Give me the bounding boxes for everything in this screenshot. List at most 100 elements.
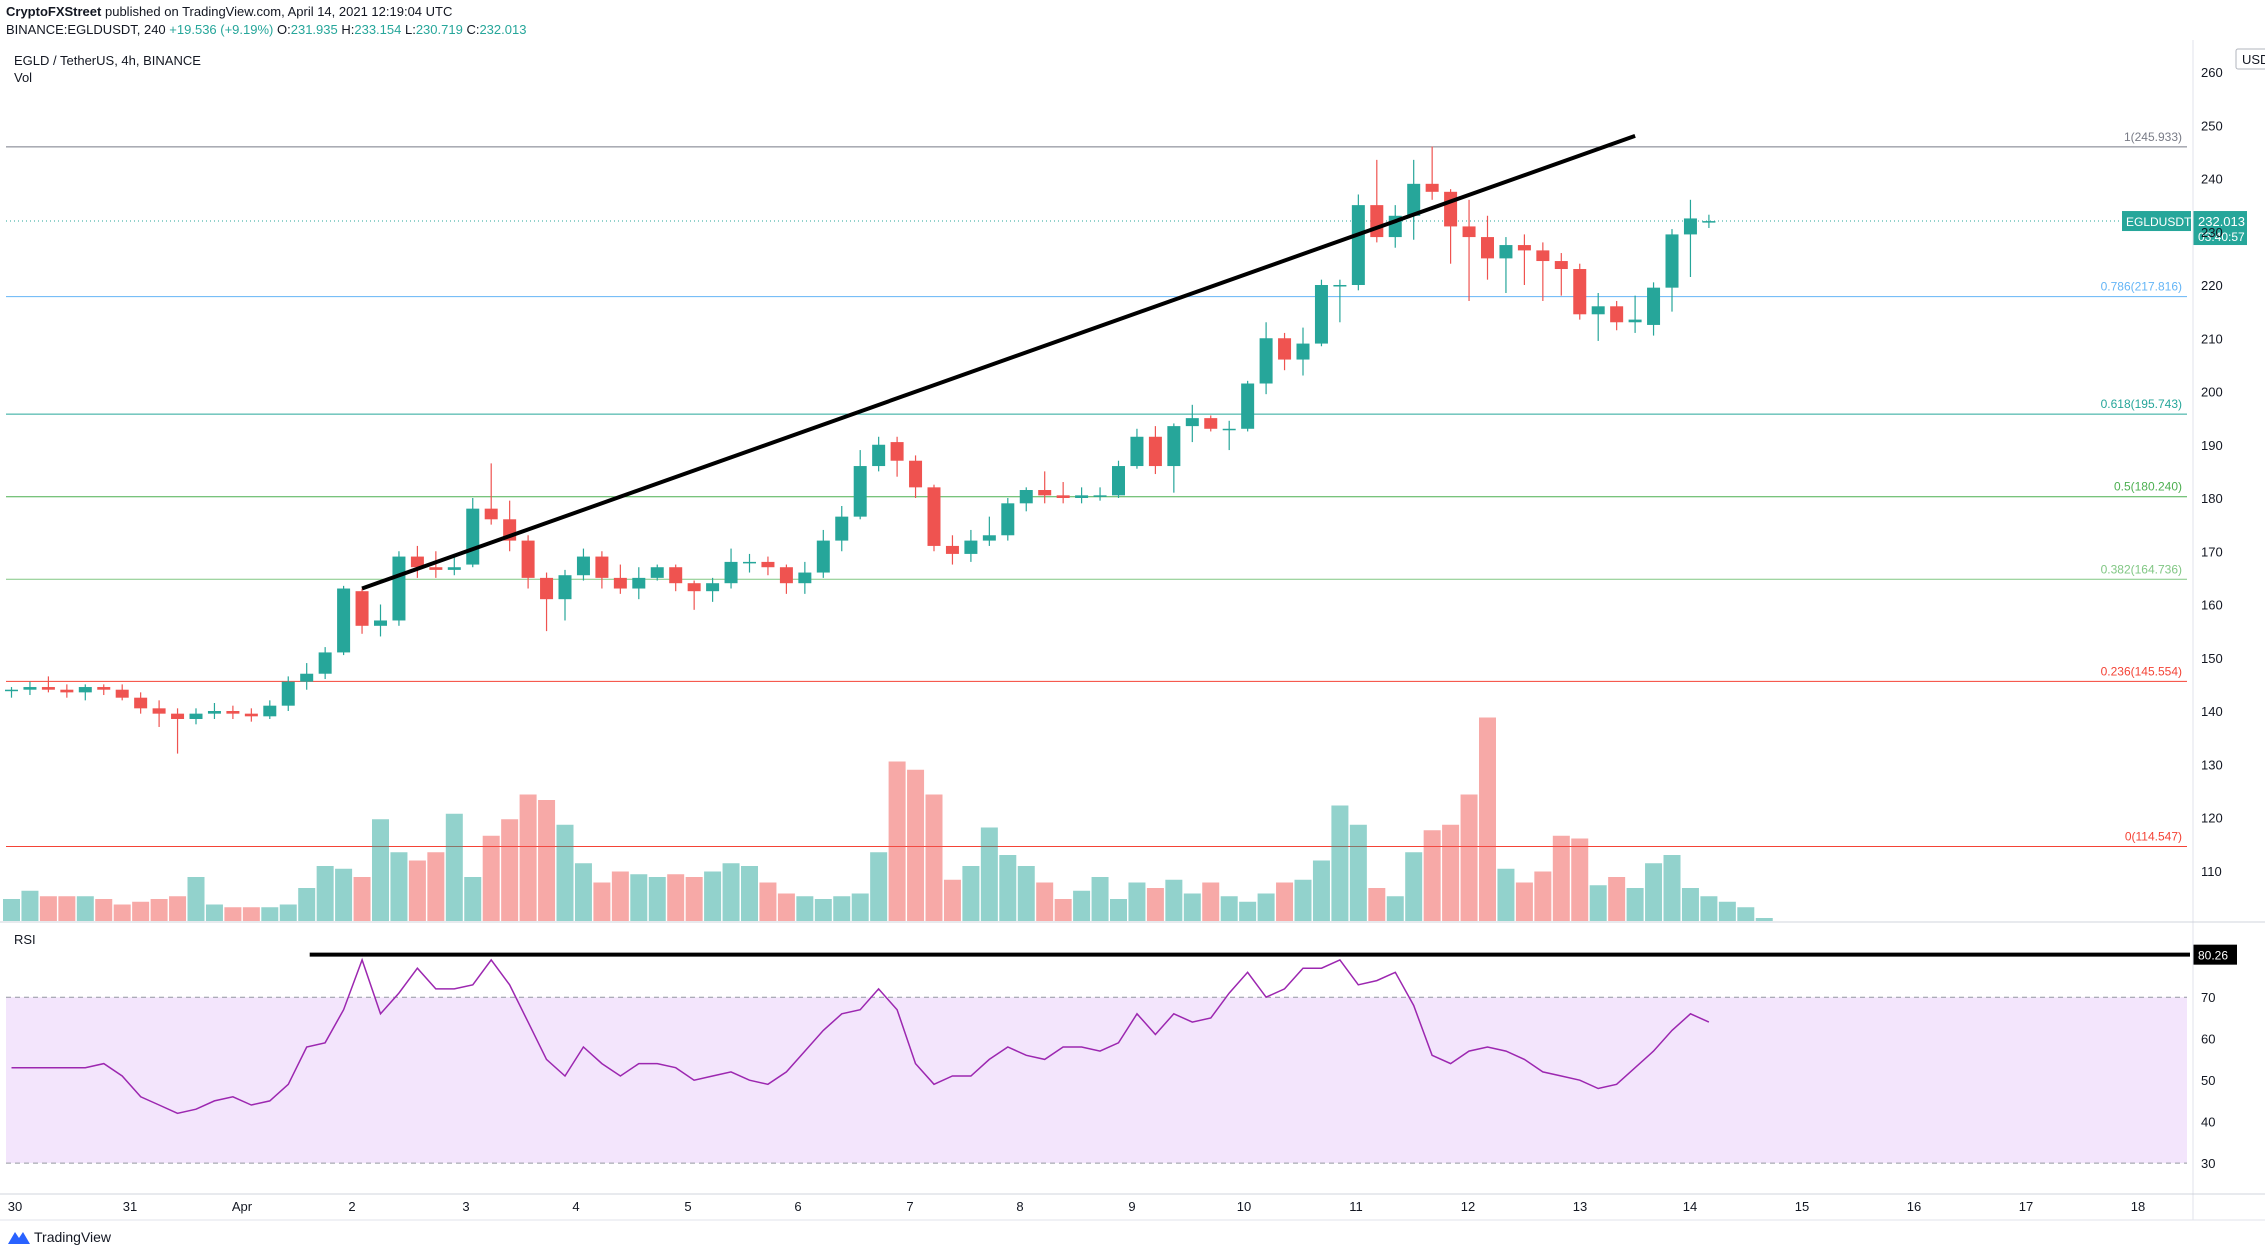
volume-bar xyxy=(335,868,353,921)
price-tick-label: 240 xyxy=(2201,172,2223,187)
candle-body xyxy=(1591,306,1605,315)
volume-bar xyxy=(556,824,574,921)
volume-bar xyxy=(1073,890,1091,921)
close-value: 232.013 xyxy=(479,22,527,37)
volume-bar xyxy=(519,794,537,921)
candle-body xyxy=(1536,250,1550,262)
open-label: O: xyxy=(277,22,291,37)
volume-bar xyxy=(870,852,888,921)
candle-body xyxy=(207,711,221,714)
volume-bar xyxy=(1479,717,1496,921)
candle-body xyxy=(78,687,92,693)
price-tick-label: 170 xyxy=(2201,544,2223,559)
fib-level-label: 1(245.933) xyxy=(2124,130,2182,144)
low-value: 230.719 xyxy=(415,22,463,37)
candle-body xyxy=(355,591,369,626)
candle-body xyxy=(226,711,240,714)
volume-bar xyxy=(1128,882,1146,921)
fib-layer: 1(245.933) 0.786(217.816) 0.618(195.743) 0.… xyxy=(6,130,2247,848)
candle-body xyxy=(1444,191,1458,227)
candle-body xyxy=(1093,495,1107,497)
volume-bar xyxy=(630,874,648,921)
volume-bar xyxy=(169,896,187,921)
candle-body xyxy=(152,708,166,714)
price-tick-label: 220 xyxy=(2201,278,2223,293)
candle-body xyxy=(1185,418,1199,427)
volume-bar xyxy=(1183,893,1201,921)
candle-body xyxy=(1259,338,1273,384)
volume-bar xyxy=(796,896,814,921)
volume-bar xyxy=(685,877,703,921)
volume-bar xyxy=(21,890,39,921)
time-tick-label: 10 xyxy=(1237,1199,1251,1214)
volume-bar xyxy=(814,899,832,921)
volume-bar xyxy=(113,904,131,921)
rsi-legend[interactable]: RSI xyxy=(14,932,36,947)
candle-body xyxy=(1573,269,1587,315)
volume-bar xyxy=(3,899,20,921)
candle-body xyxy=(429,567,443,570)
rsi-tick-label: 50 xyxy=(2201,1073,2215,1088)
volume-legend[interactable]: Vol xyxy=(14,70,33,85)
volume-bar xyxy=(1165,879,1183,921)
rsi-tick-label: 70 xyxy=(2201,990,2215,1005)
volume-bar xyxy=(648,877,666,921)
candle-body xyxy=(484,508,498,520)
volume-bar xyxy=(427,852,445,921)
candle-body xyxy=(115,689,129,698)
rsi-highlight-value: 80.26 xyxy=(2198,949,2228,963)
volume-bar xyxy=(242,907,260,921)
fib-level-label: 0.5(180.240) xyxy=(2114,480,2182,494)
footer-branding[interactable]: TradingView xyxy=(8,1229,111,1245)
candle-body xyxy=(613,577,627,589)
candle-body xyxy=(300,673,314,682)
volume-bar xyxy=(1386,896,1404,921)
candle-body xyxy=(798,572,812,584)
time-tick-label: 6 xyxy=(794,1199,801,1214)
candle-body xyxy=(595,556,609,578)
time-tick-label: 3 xyxy=(462,1199,469,1214)
candle-body xyxy=(374,620,387,626)
volume-bar xyxy=(1036,882,1054,921)
candle-body xyxy=(392,556,406,621)
volume-bar xyxy=(1589,885,1607,921)
publisher-name[interactable]: CryptoFXStreet xyxy=(6,4,102,19)
volume-bar xyxy=(1718,901,1736,921)
candle-body xyxy=(1075,495,1089,498)
fib-level-label: 0.236(145.554) xyxy=(2101,664,2182,678)
candle-body xyxy=(964,540,978,554)
candle-body xyxy=(540,577,554,600)
candle-body xyxy=(447,567,461,570)
open-value: 231.935 xyxy=(290,22,338,37)
candle-body xyxy=(1702,221,1716,223)
price-tick-label: 210 xyxy=(2201,331,2223,346)
price-tick-label: 130 xyxy=(2201,757,2223,772)
candle-body xyxy=(1056,495,1070,498)
candle-body xyxy=(1296,343,1310,360)
candle-body xyxy=(835,516,849,541)
volume-bar xyxy=(1110,899,1127,921)
candle-body xyxy=(281,681,295,706)
ascending-trendline xyxy=(361,134,1636,591)
candle-body xyxy=(1038,490,1052,496)
candle-body xyxy=(890,442,904,461)
candle-body xyxy=(521,540,535,578)
candle-body xyxy=(466,508,480,565)
volume-bar xyxy=(95,899,113,921)
footer-brand-text: TradingView xyxy=(34,1229,112,1245)
published-text: published on TradingView.com, April 14, … xyxy=(104,4,453,19)
volume-bar xyxy=(390,852,408,921)
candle-body xyxy=(1001,503,1015,536)
chart-legend-title[interactable]: EGLD / TetherUS, 4h, BINANCE xyxy=(14,53,201,68)
volume-bar xyxy=(132,901,150,921)
price-tick-label: 180 xyxy=(2201,491,2223,506)
high-label: H: xyxy=(341,22,355,37)
candle-body xyxy=(1683,218,1697,235)
volume-bar xyxy=(482,835,500,921)
bar-countdown: 03:40:57 xyxy=(2198,230,2245,244)
candle-body xyxy=(134,697,148,709)
candle-body xyxy=(5,689,18,692)
candle-body xyxy=(558,575,572,600)
volume-bar xyxy=(1608,877,1626,921)
